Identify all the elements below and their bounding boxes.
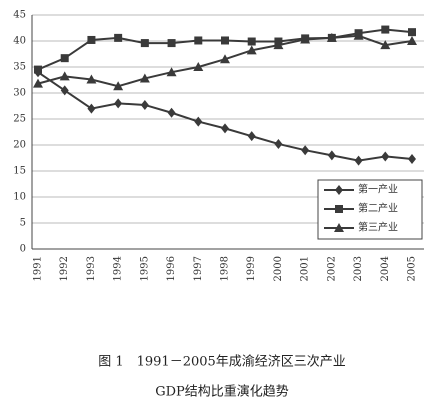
x-tick-label: 1993 <box>86 256 97 281</box>
marker <box>140 99 149 110</box>
legend-label: 第三产业 <box>358 221 398 234</box>
marker <box>274 138 283 149</box>
marker <box>354 155 363 166</box>
marker <box>193 62 204 71</box>
x-tick-label: 1998 <box>220 256 231 281</box>
x-tick-label: 2000 <box>273 256 284 281</box>
caption-line: GDP结构比重演化趋势 <box>155 384 289 400</box>
marker <box>353 30 364 40</box>
y-tick-label: 35 <box>13 62 26 73</box>
marker <box>114 98 123 109</box>
y-tick-label: 30 <box>13 88 26 99</box>
marker <box>59 71 70 81</box>
marker <box>381 25 390 34</box>
marker <box>327 150 336 161</box>
x-tick-label: 1999 <box>246 256 257 281</box>
x-tick-label: 1995 <box>139 256 150 281</box>
marker <box>60 85 69 96</box>
marker <box>167 39 176 48</box>
x-tick-label: 1994 <box>113 256 124 281</box>
y-tick-label: 40 <box>13 36 26 47</box>
marker <box>408 154 416 165</box>
x-tick-label: 2003 <box>353 256 364 281</box>
x-tick-label: 2005 <box>407 256 418 281</box>
y-tick-label: 15 <box>13 166 26 177</box>
marker <box>335 205 343 213</box>
marker <box>381 151 390 162</box>
marker <box>220 54 230 64</box>
x-tick-label: 1992 <box>59 256 70 281</box>
y-tick-label: 20 <box>13 140 26 151</box>
marker <box>166 67 177 77</box>
x-tick-label: 1996 <box>166 256 177 281</box>
marker <box>221 123 229 134</box>
x-tick-label: 2004 <box>380 256 391 281</box>
marker <box>380 40 391 50</box>
marker <box>87 35 96 44</box>
marker <box>87 103 96 114</box>
series-line <box>37 71 413 162</box>
y-tick-label: 10 <box>13 192 26 203</box>
legend-label: 第一产业 <box>358 183 398 196</box>
marker <box>247 37 256 46</box>
marker <box>113 81 124 91</box>
marker <box>407 36 417 45</box>
caption-line: 图 1 1991－2005年成渝经济区三次产业 <box>98 354 346 370</box>
marker <box>140 39 149 48</box>
marker <box>139 73 150 83</box>
marker <box>301 145 310 156</box>
y-tick-label: 25 <box>13 114 26 125</box>
y-tick-label: 0 <box>20 244 26 255</box>
x-tick-label: 2001 <box>300 256 311 281</box>
y-tick-label: 5 <box>20 218 26 229</box>
x-tick-label: 1997 <box>193 256 204 281</box>
y-tick-label: 45 <box>13 10 26 21</box>
marker <box>300 34 311 44</box>
marker <box>34 65 42 74</box>
legend-label: 第二产业 <box>358 202 398 215</box>
marker <box>86 74 97 84</box>
marker <box>60 54 69 63</box>
marker <box>167 107 176 118</box>
marker <box>114 33 123 42</box>
marker <box>335 185 343 195</box>
marker <box>33 78 43 88</box>
marker <box>326 32 337 42</box>
marker <box>246 45 257 55</box>
marker <box>194 116 203 127</box>
marker <box>221 36 229 45</box>
marker <box>408 28 416 37</box>
marker <box>194 36 203 45</box>
marker <box>334 223 344 232</box>
x-tick-label: 2002 <box>326 256 337 281</box>
marker <box>247 131 256 142</box>
marker <box>273 40 284 50</box>
x-tick-label: 1991 <box>33 256 44 281</box>
